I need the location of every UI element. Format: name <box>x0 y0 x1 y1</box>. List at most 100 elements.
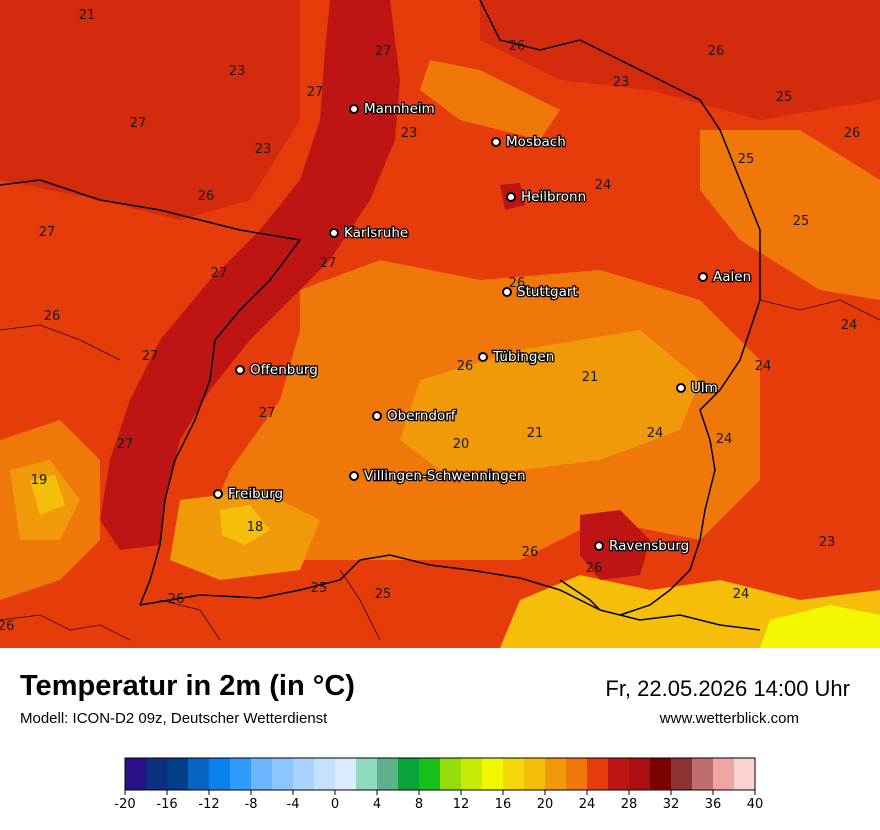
legend-tick-label: -8 <box>245 797 258 812</box>
city-marker <box>676 383 686 393</box>
warm-zone-north <box>0 0 300 220</box>
border-lake <box>559 579 601 611</box>
city-label: Karlsruhe <box>344 225 408 241</box>
cold-spot-alps-high <box>760 605 880 648</box>
city-marker <box>594 541 604 551</box>
legend-swatch <box>419 758 441 790</box>
cool-zone-east-hills <box>700 130 880 300</box>
legend-swatch <box>587 758 609 790</box>
temperature-value: 20 <box>453 437 470 452</box>
city-marker <box>698 272 708 282</box>
model-source: Modell: ICON-D2 09z, Deutscher Wetterdie… <box>20 710 328 727</box>
legend-swatch <box>230 758 252 790</box>
temperature-value: 27 <box>39 225 56 240</box>
legend-tick-label: 28 <box>621 797 638 812</box>
legend-swatch <box>524 758 546 790</box>
temperature-value: 23 <box>401 126 418 141</box>
city-marker <box>329 228 339 238</box>
legend-swatch <box>482 758 504 790</box>
legend-tick-label: -20 <box>114 797 135 812</box>
temperature-value: 24 <box>841 318 858 333</box>
warm-zone-northeast <box>480 0 880 120</box>
city-marker <box>372 411 382 421</box>
legend-tick-label: 36 <box>705 797 722 812</box>
legend-tick-label: 40 <box>747 797 764 812</box>
legend-swatch <box>713 758 735 790</box>
temperature-value: 26 <box>509 39 526 54</box>
temperature-value: 24 <box>595 178 612 193</box>
legend-tick-label: 12 <box>453 797 470 812</box>
temperature-value: 25 <box>738 152 755 167</box>
legend-swatch <box>146 758 168 790</box>
legend-swatch <box>398 758 420 790</box>
legend-swatch <box>440 758 462 790</box>
forecast-datetime: Fr, 22.05.2026 14:00 Uhr <box>605 676 850 701</box>
temperature-value: 27 <box>320 256 337 271</box>
temperature-value: 26 <box>168 592 185 607</box>
border-district-1 <box>0 324 121 361</box>
border-district-3 <box>159 599 221 641</box>
website-link[interactable]: www.wetterblick.com <box>659 710 799 727</box>
border-district-5 <box>339 569 381 641</box>
city-label: Stuttgart <box>517 284 578 300</box>
city-marker <box>502 287 512 297</box>
city-marker <box>491 137 501 147</box>
temperature-value: 21 <box>79 8 96 23</box>
city-marker <box>213 489 223 499</box>
legend-swatch <box>377 758 399 790</box>
city-marker <box>478 352 488 362</box>
legend-swatch <box>335 758 357 790</box>
legend-swatch <box>671 758 693 790</box>
hot-zone-ravensburg <box>580 510 650 580</box>
temperature-value: 27 <box>259 406 276 421</box>
border-district-2 <box>0 614 131 641</box>
temperature-value: 26 <box>586 561 603 576</box>
legend-tick-label: -16 <box>156 797 177 812</box>
city-marker <box>506 192 516 202</box>
city-label: Heilbronn <box>521 189 586 205</box>
temperature-value: 23 <box>255 142 272 157</box>
legend-tick-label: 4 <box>373 797 381 812</box>
cold-spot-west <box>30 475 65 515</box>
legend-swatch <box>650 758 672 790</box>
legend-swatch <box>461 758 483 790</box>
legend-swatch <box>566 758 588 790</box>
city-markers: Mannheim Mosbach Heilbronn Karlsruhe Stuttga… <box>213 100 752 555</box>
legend-swatch <box>629 758 651 790</box>
temperature-value: 26 <box>509 276 526 291</box>
city-label: Offenburg <box>250 362 318 378</box>
legend-swatch <box>545 758 567 790</box>
temperature-value: 21 <box>582 370 599 385</box>
legend-swatch <box>608 758 630 790</box>
border-district-4 <box>759 299 880 321</box>
color-legend: -20 -16 -12 -8 -4 0 4 8 12 16 20 24 28 32 36 40 <box>114 757 764 812</box>
city-label: Freiburg <box>228 486 283 502</box>
legend-swatch <box>125 758 147 790</box>
temperature-value: 26 <box>457 359 474 374</box>
temperature-value: 19 <box>31 473 48 488</box>
hot-zone-rhine-valley <box>100 0 400 550</box>
cool-zone-odenwald <box>420 60 560 140</box>
border-rhine <box>139 239 301 606</box>
temperature-value: 27 <box>307 85 324 100</box>
temperature-value: 25 <box>793 214 810 229</box>
legend-tick-label: -4 <box>287 797 300 812</box>
city-marker <box>349 471 359 481</box>
temperature-value: 21 <box>527 426 544 441</box>
legend-tick-label: 0 <box>331 797 339 812</box>
temperature-values: 21 27 26 26 23 27 23 25 27 26 23 25 23 24 26 27 25 27 27 26… <box>0 8 860 634</box>
cool-zone-swabian-alb <box>400 330 700 470</box>
temperature-value: 25 <box>375 587 392 602</box>
borders <box>0 0 761 631</box>
legend-swatch <box>272 758 294 790</box>
legend-swatch <box>293 758 315 790</box>
thin-borders <box>0 299 880 641</box>
temperature-value: 26 <box>0 619 14 634</box>
legend-swatch <box>188 758 210 790</box>
temperature-value: 26 <box>198 189 215 204</box>
legend-swatch <box>356 758 378 790</box>
border-swiss <box>139 554 601 611</box>
border-austria <box>599 609 761 631</box>
city-marker <box>349 104 359 114</box>
legend-tick-label: -12 <box>198 797 219 812</box>
